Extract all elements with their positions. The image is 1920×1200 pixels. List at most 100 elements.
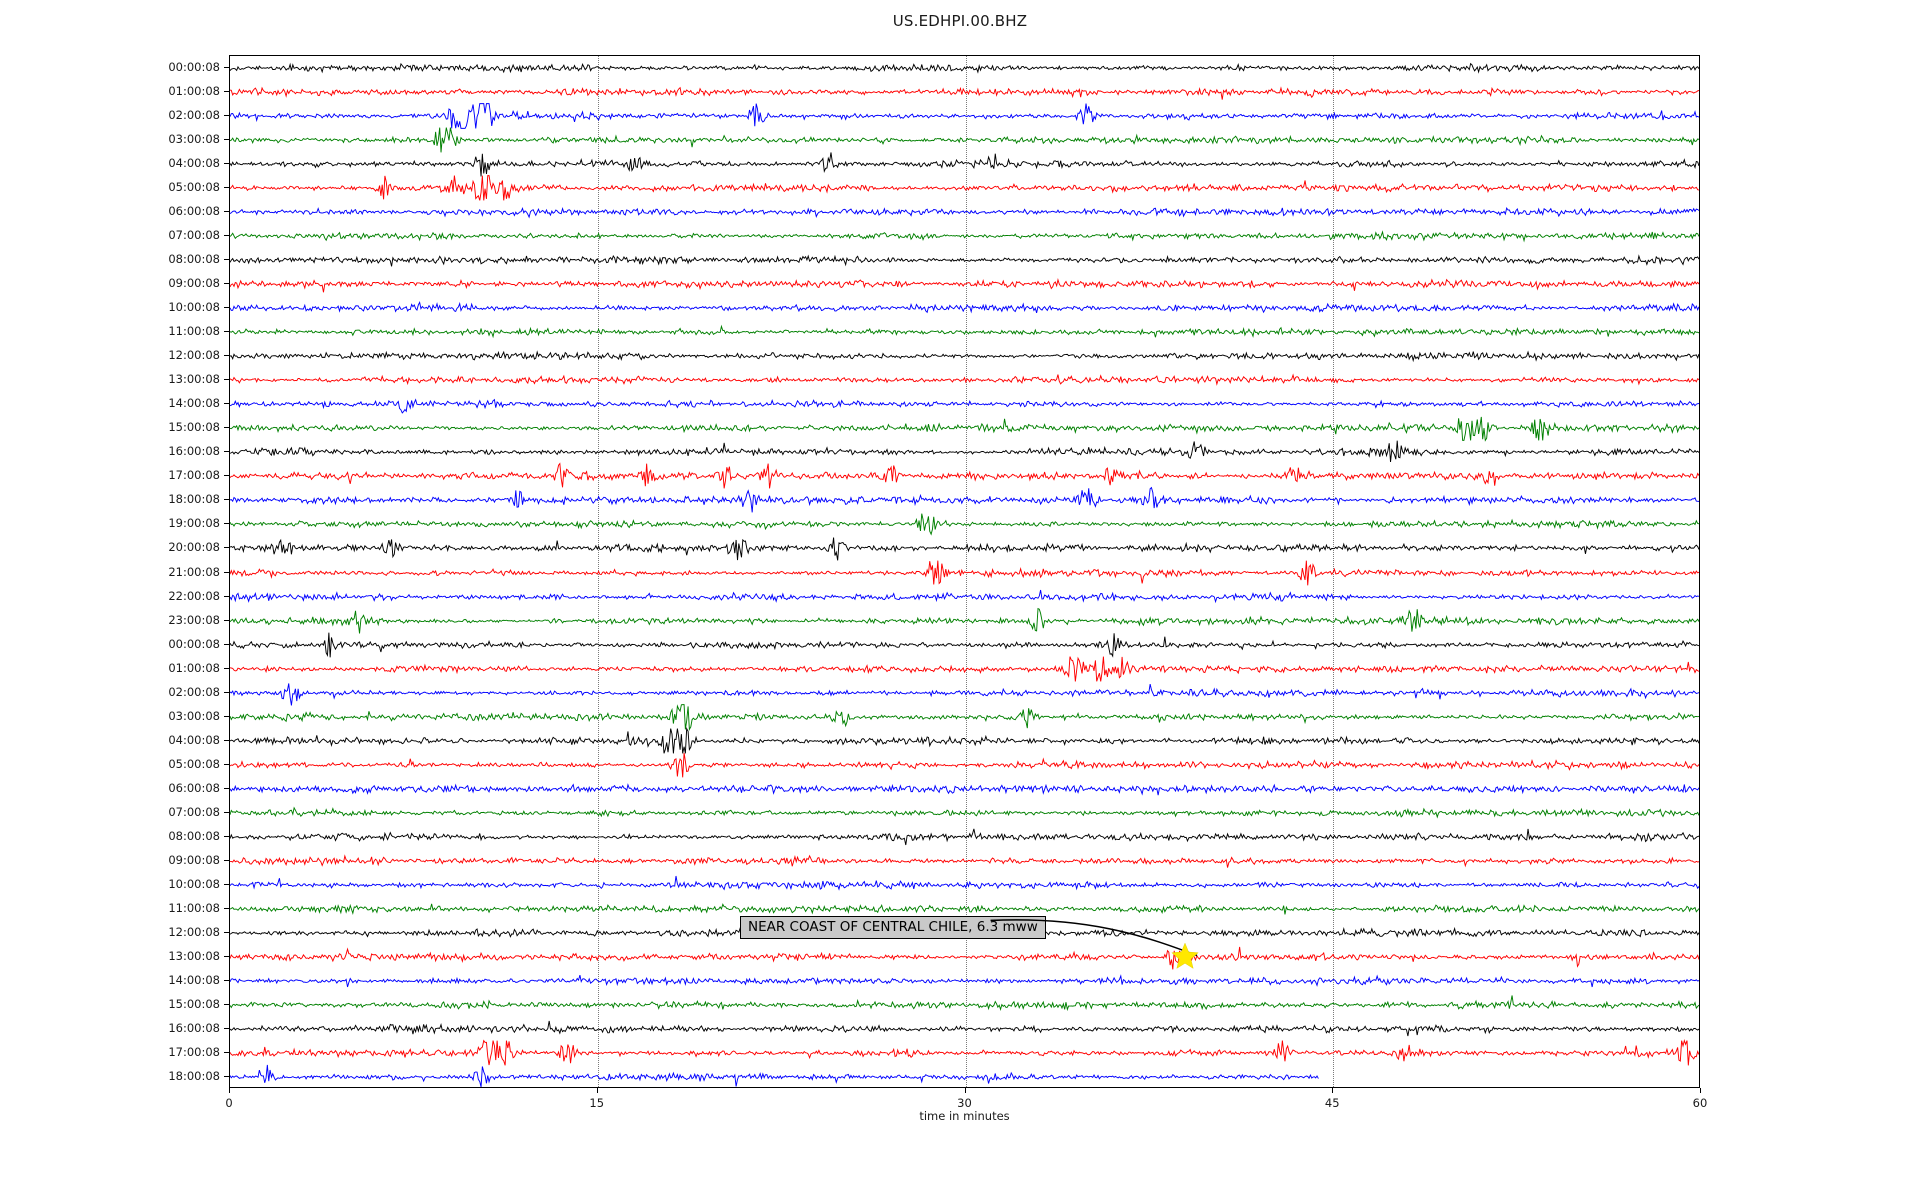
y-axis-tick-label: 09:00:08	[168, 852, 220, 867]
y-axis-tick-label: 00:00:08	[168, 636, 220, 651]
y-axis-tick-label: 22:00:08	[168, 588, 220, 603]
trace-row	[230, 487, 1699, 513]
trace-row	[230, 199, 1699, 225]
trace-row	[230, 992, 1699, 1018]
gridline-30	[965, 56, 967, 1087]
y-tick	[224, 979, 229, 981]
trace-row	[230, 680, 1699, 706]
trace-row	[230, 56, 1699, 81]
y-tick	[224, 499, 229, 501]
trace-row	[230, 1064, 1699, 1087]
trace-row	[230, 704, 1699, 730]
trace-row	[230, 1016, 1699, 1042]
y-tick	[224, 67, 229, 68]
y-axis-tick-label: 11:00:08	[168, 900, 220, 915]
y-tick	[224, 211, 229, 213]
x-axis-tick-label: 0	[225, 1096, 233, 1110]
y-axis-tick-label: 19:00:08	[168, 516, 220, 531]
y-axis-tick-label: 12:00:08	[168, 348, 220, 363]
trace-row	[230, 632, 1699, 658]
trace-row	[230, 800, 1699, 826]
trace-row	[230, 439, 1699, 465]
page-title: US.EDHPI.00.BHZ	[892, 12, 1028, 30]
y-axis-tick-label: 17:00:08	[168, 1044, 220, 1059]
trace-row	[230, 103, 1699, 129]
event-star-icon	[1171, 942, 1199, 969]
x-tick	[596, 1088, 598, 1093]
trace-row	[230, 896, 1699, 922]
y-axis-tick-label: 18:00:08	[168, 1068, 220, 1083]
x-tick	[1332, 1088, 1334, 1093]
trace-row	[230, 560, 1699, 586]
y-axis-tick-label: 06:00:08	[168, 780, 220, 795]
trace-row	[230, 848, 1699, 874]
trace-row	[230, 872, 1699, 898]
y-axis-tick-label: 06:00:08	[168, 204, 220, 219]
trace-row	[230, 391, 1699, 417]
y-tick	[224, 283, 229, 285]
y-tick	[224, 307, 229, 309]
y-tick	[224, 955, 229, 957]
y-axis-tick-label: 07:00:08	[168, 228, 220, 243]
y-axis-tick-label: 09:00:08	[168, 276, 220, 291]
y-tick	[224, 883, 229, 885]
y-axis-tick-label: 03:00:08	[168, 708, 220, 723]
trace-row	[230, 295, 1699, 321]
y-axis-tick-label: 21:00:08	[168, 564, 220, 579]
y-tick	[224, 1075, 229, 1077]
plot-area	[229, 55, 1700, 1088]
y-tick	[224, 715, 229, 717]
y-axis-tick-label: 01:00:08	[168, 84, 220, 99]
y-tick	[224, 643, 229, 645]
y-tick	[224, 835, 229, 837]
y-tick	[224, 259, 229, 261]
y-tick	[224, 187, 229, 189]
y-tick	[224, 787, 229, 789]
trace-row	[230, 319, 1699, 345]
y-axis-tick-label: 10:00:08	[168, 876, 220, 891]
y-tick	[224, 427, 229, 429]
y-axis-tick-label: 15:00:08	[168, 420, 220, 435]
y-tick	[224, 619, 229, 621]
y-tick	[224, 523, 229, 525]
y-tick	[224, 403, 229, 405]
y-tick	[224, 547, 229, 549]
y-tick	[224, 907, 229, 909]
trace-row	[230, 415, 1699, 441]
y-axis-tick-label: 05:00:08	[168, 756, 220, 771]
y-tick	[224, 331, 229, 333]
trace-row	[230, 584, 1699, 610]
trace-row	[230, 511, 1699, 537]
y-axis-tick-label: 05:00:08	[168, 180, 220, 195]
y-axis-tick-label: 13:00:08	[168, 948, 220, 963]
trace-row	[230, 247, 1699, 273]
trace-row	[230, 175, 1699, 201]
x-tick	[964, 1088, 966, 1093]
y-tick	[224, 691, 229, 693]
event-annotation-label: NEAR COAST OF CENTRAL CHILE, 6.3 mww	[740, 916, 1046, 940]
y-axis-tick-label: 16:00:08	[168, 444, 220, 459]
y-axis-tick-label: 17:00:08	[168, 468, 220, 483]
y-axis-tick-label: 08:00:08	[168, 828, 220, 843]
y-tick	[224, 595, 229, 597]
trace-row	[230, 535, 1699, 561]
y-axis-tick-label: 02:00:08	[168, 684, 220, 699]
y-tick	[224, 475, 229, 477]
y-tick	[224, 811, 229, 813]
y-axis-tick-label: 12:00:08	[168, 924, 220, 939]
y-axis-tick-label: 15:00:08	[168, 996, 220, 1011]
x-axis-tick-label: 60	[1692, 1096, 1708, 1110]
trace-row	[230, 968, 1699, 994]
y-axis-tick-label: 02:00:08	[168, 108, 220, 123]
y-axis-tick-label: 10:00:08	[168, 300, 220, 315]
annotation-leader-line	[990, 919, 1198, 957]
y-tick	[224, 763, 229, 765]
y-tick	[224, 931, 229, 933]
x-axis-tick-label: 30	[957, 1096, 972, 1110]
y-tick	[224, 859, 229, 861]
y-tick	[224, 1051, 229, 1053]
y-tick	[224, 139, 229, 141]
y-tick	[224, 451, 229, 453]
y-tick	[224, 235, 229, 237]
